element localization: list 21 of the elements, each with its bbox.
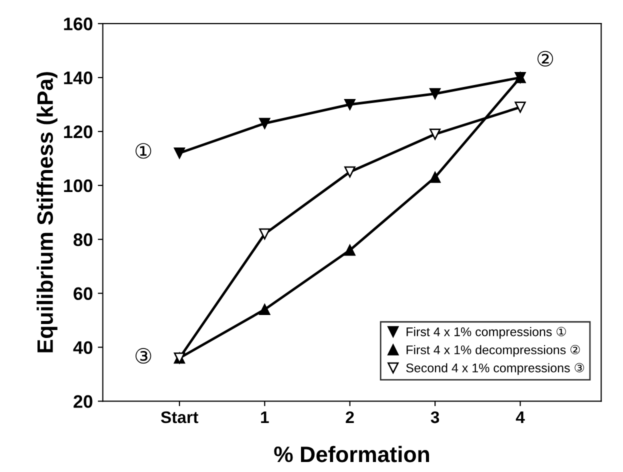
y-tick-label: 120 (64, 125, 92, 138)
x-tick-label: Start (160, 411, 198, 424)
annotation: ② (537, 50, 554, 66)
y-tick-label: 20 (74, 395, 92, 408)
x-axis-title: % Deformation (274, 446, 430, 462)
annotation: ① (136, 143, 152, 159)
y-tick-label: 140 (64, 71, 92, 84)
y-axis-title: Equilibrium Stiffness (kPa) (36, 72, 58, 352)
x-tick-label: 2 (346, 411, 354, 423)
legend-label: Second 4 x 1% compressions ③ (406, 363, 584, 375)
x-tick-label: 4 (516, 412, 525, 423)
legend-label: First 4 x 1% compressions ① (406, 326, 566, 339)
y-tick-label: 60 (74, 287, 92, 300)
y-tick-label: 160 (64, 18, 92, 30)
annotation: ③ (136, 348, 152, 364)
y-tick-label: 80 (74, 233, 92, 246)
y-tick-label: 40 (73, 341, 92, 354)
x-tick-label: 1 (261, 412, 269, 423)
y-tick-label: 100 (64, 179, 92, 192)
x-tick-label: 3 (430, 411, 440, 424)
legend-label: First 4 x 1% decompressions ② (406, 344, 580, 357)
